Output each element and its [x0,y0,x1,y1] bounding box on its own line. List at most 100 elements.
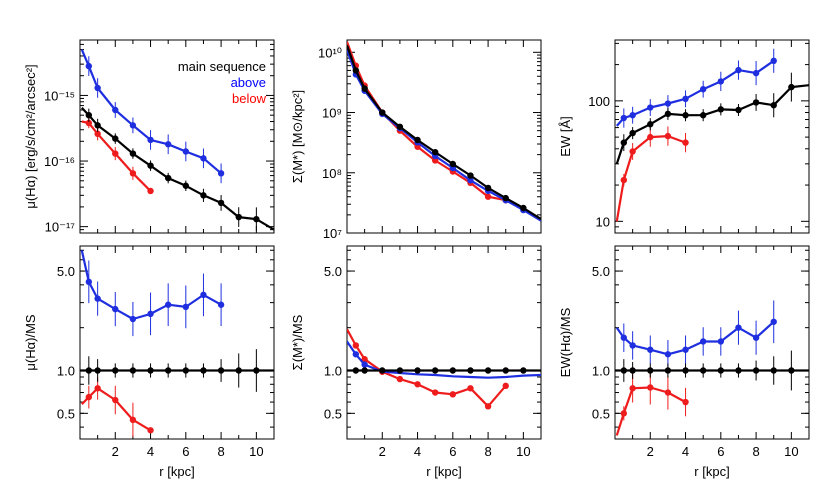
plot-area [615,300,809,436]
data-point-below [352,342,360,349]
data-point-below [147,427,154,434]
data-point-above [85,62,93,70]
panel-sm: 10¹⁰ 10⁹ 10⁸ 10⁷ Σ(M*) [M⊙/kpc²] [290,39,542,241]
data-point-ms [129,367,137,374]
data-point-below [449,391,457,398]
data-point-below [629,148,636,155]
data-point-above [717,338,725,345]
x-tick-label: 10 [516,444,530,459]
x-axis-label: r [kpc] [426,464,461,479]
data-point-above [752,334,760,341]
data-point-below [682,139,689,146]
data-point-ms [735,106,742,114]
series-above [347,340,541,379]
data-point-ms [647,367,654,374]
data-point-below [85,119,93,127]
data-point-above [129,122,137,129]
data-point-below [502,382,509,390]
series-above [80,250,225,337]
data-point-below [484,403,492,410]
data-point-below [431,389,439,396]
data-point-ms [182,182,190,189]
data-point-below [664,132,672,140]
data-point-above [770,57,777,65]
data-point-ms [664,110,672,118]
x-tick-label: 6 [449,444,456,459]
series-line-above [615,320,775,356]
panel-smr: 2 4 6 8 10 5.0 1.0 0.5 Σ(M*)/MS r [kpc] [290,245,542,479]
y-tick-label: 0.5 [324,406,342,421]
plot-area [80,49,274,231]
legend: main sequence above below [178,59,267,106]
data-point-below [620,176,628,184]
y-tick-label: 0.5 [592,406,610,421]
data-point-ms [647,121,654,128]
plot-frame [614,245,810,440]
plot-frame [79,39,275,234]
data-point-below [94,130,101,138]
y-tick-label: 10⁻¹⁶ [44,154,75,169]
data-point-ms [484,184,492,192]
data-point-ms [200,367,207,374]
data-point-below [682,398,689,406]
data-point-above [85,278,93,286]
panel-ewr: 2 4 6 8 10 5.0 1.0 0.5 EW(Hα)/MS r [kpc] [558,245,810,479]
data-point-ms [164,174,172,182]
data-point-above [164,141,172,148]
data-point-ms [717,367,725,374]
data-point-ms [182,367,190,374]
data-point-ms [94,367,101,374]
data-point-ms [414,367,421,374]
y-tick-label: 10⁹ [322,106,342,121]
data-point-ms [449,367,457,374]
data-point-ms [520,204,527,212]
data-point-below [129,170,137,177]
series-line-above [80,250,222,321]
data-point-above [620,334,628,341]
data-point-above [200,155,207,162]
data-point-above [217,301,225,308]
data-point-above [147,310,154,318]
data-point-ms [449,160,457,168]
series-ms [347,367,541,374]
x-axis-label: r [kpc] [159,464,194,479]
data-point-ms [770,102,777,109]
series-below [81,117,154,195]
data-point-above [629,112,636,119]
series-line-below [347,41,506,202]
data-point-ms [431,148,439,156]
data-point-below [85,393,93,401]
data-point-ms [85,367,93,374]
series-below [347,41,509,204]
data-point-below [361,356,368,363]
series-below [615,370,689,436]
x-tick-label: 6 [182,444,189,459]
panel-sb: 10⁻¹⁵ 10⁻¹⁶ 10⁻¹⁷ μ(Hα) [erg/s/cm²/arcsec²] [23,39,275,235]
data-point-ms [467,367,474,374]
panel-sbr: 2 4 6 8 10 5.0 1.0 0.5 μ(Hα)/MS r [kpc] [23,245,275,479]
data-point-ms [379,109,386,116]
data-point-ms [94,122,101,129]
data-point-above [664,351,672,358]
data-point-ms [752,99,760,106]
data-point-above [147,136,154,144]
series-ms [615,350,809,391]
data-point-ms [253,367,260,374]
y-axis-label: μ(Hα)/MS [23,314,38,370]
plot-area [347,328,541,410]
data-point-below [467,385,474,392]
y-tick-label: 10⁻¹⁵ [44,88,75,103]
series-line-below [615,135,686,222]
plot-area [80,250,274,437]
data-point-ms [361,85,368,92]
y-tick-label: 10⁸ [322,166,342,181]
data-point-above [735,324,742,331]
data-point-above [200,291,207,299]
data-point-above [361,361,368,368]
legend-title: main sequence [178,59,266,74]
data-point-below [396,375,404,383]
data-point-ms [502,194,509,202]
data-point-above [182,303,190,311]
y-tick-label: 0.5 [57,406,75,421]
x-tick-label: 4 [682,444,689,459]
